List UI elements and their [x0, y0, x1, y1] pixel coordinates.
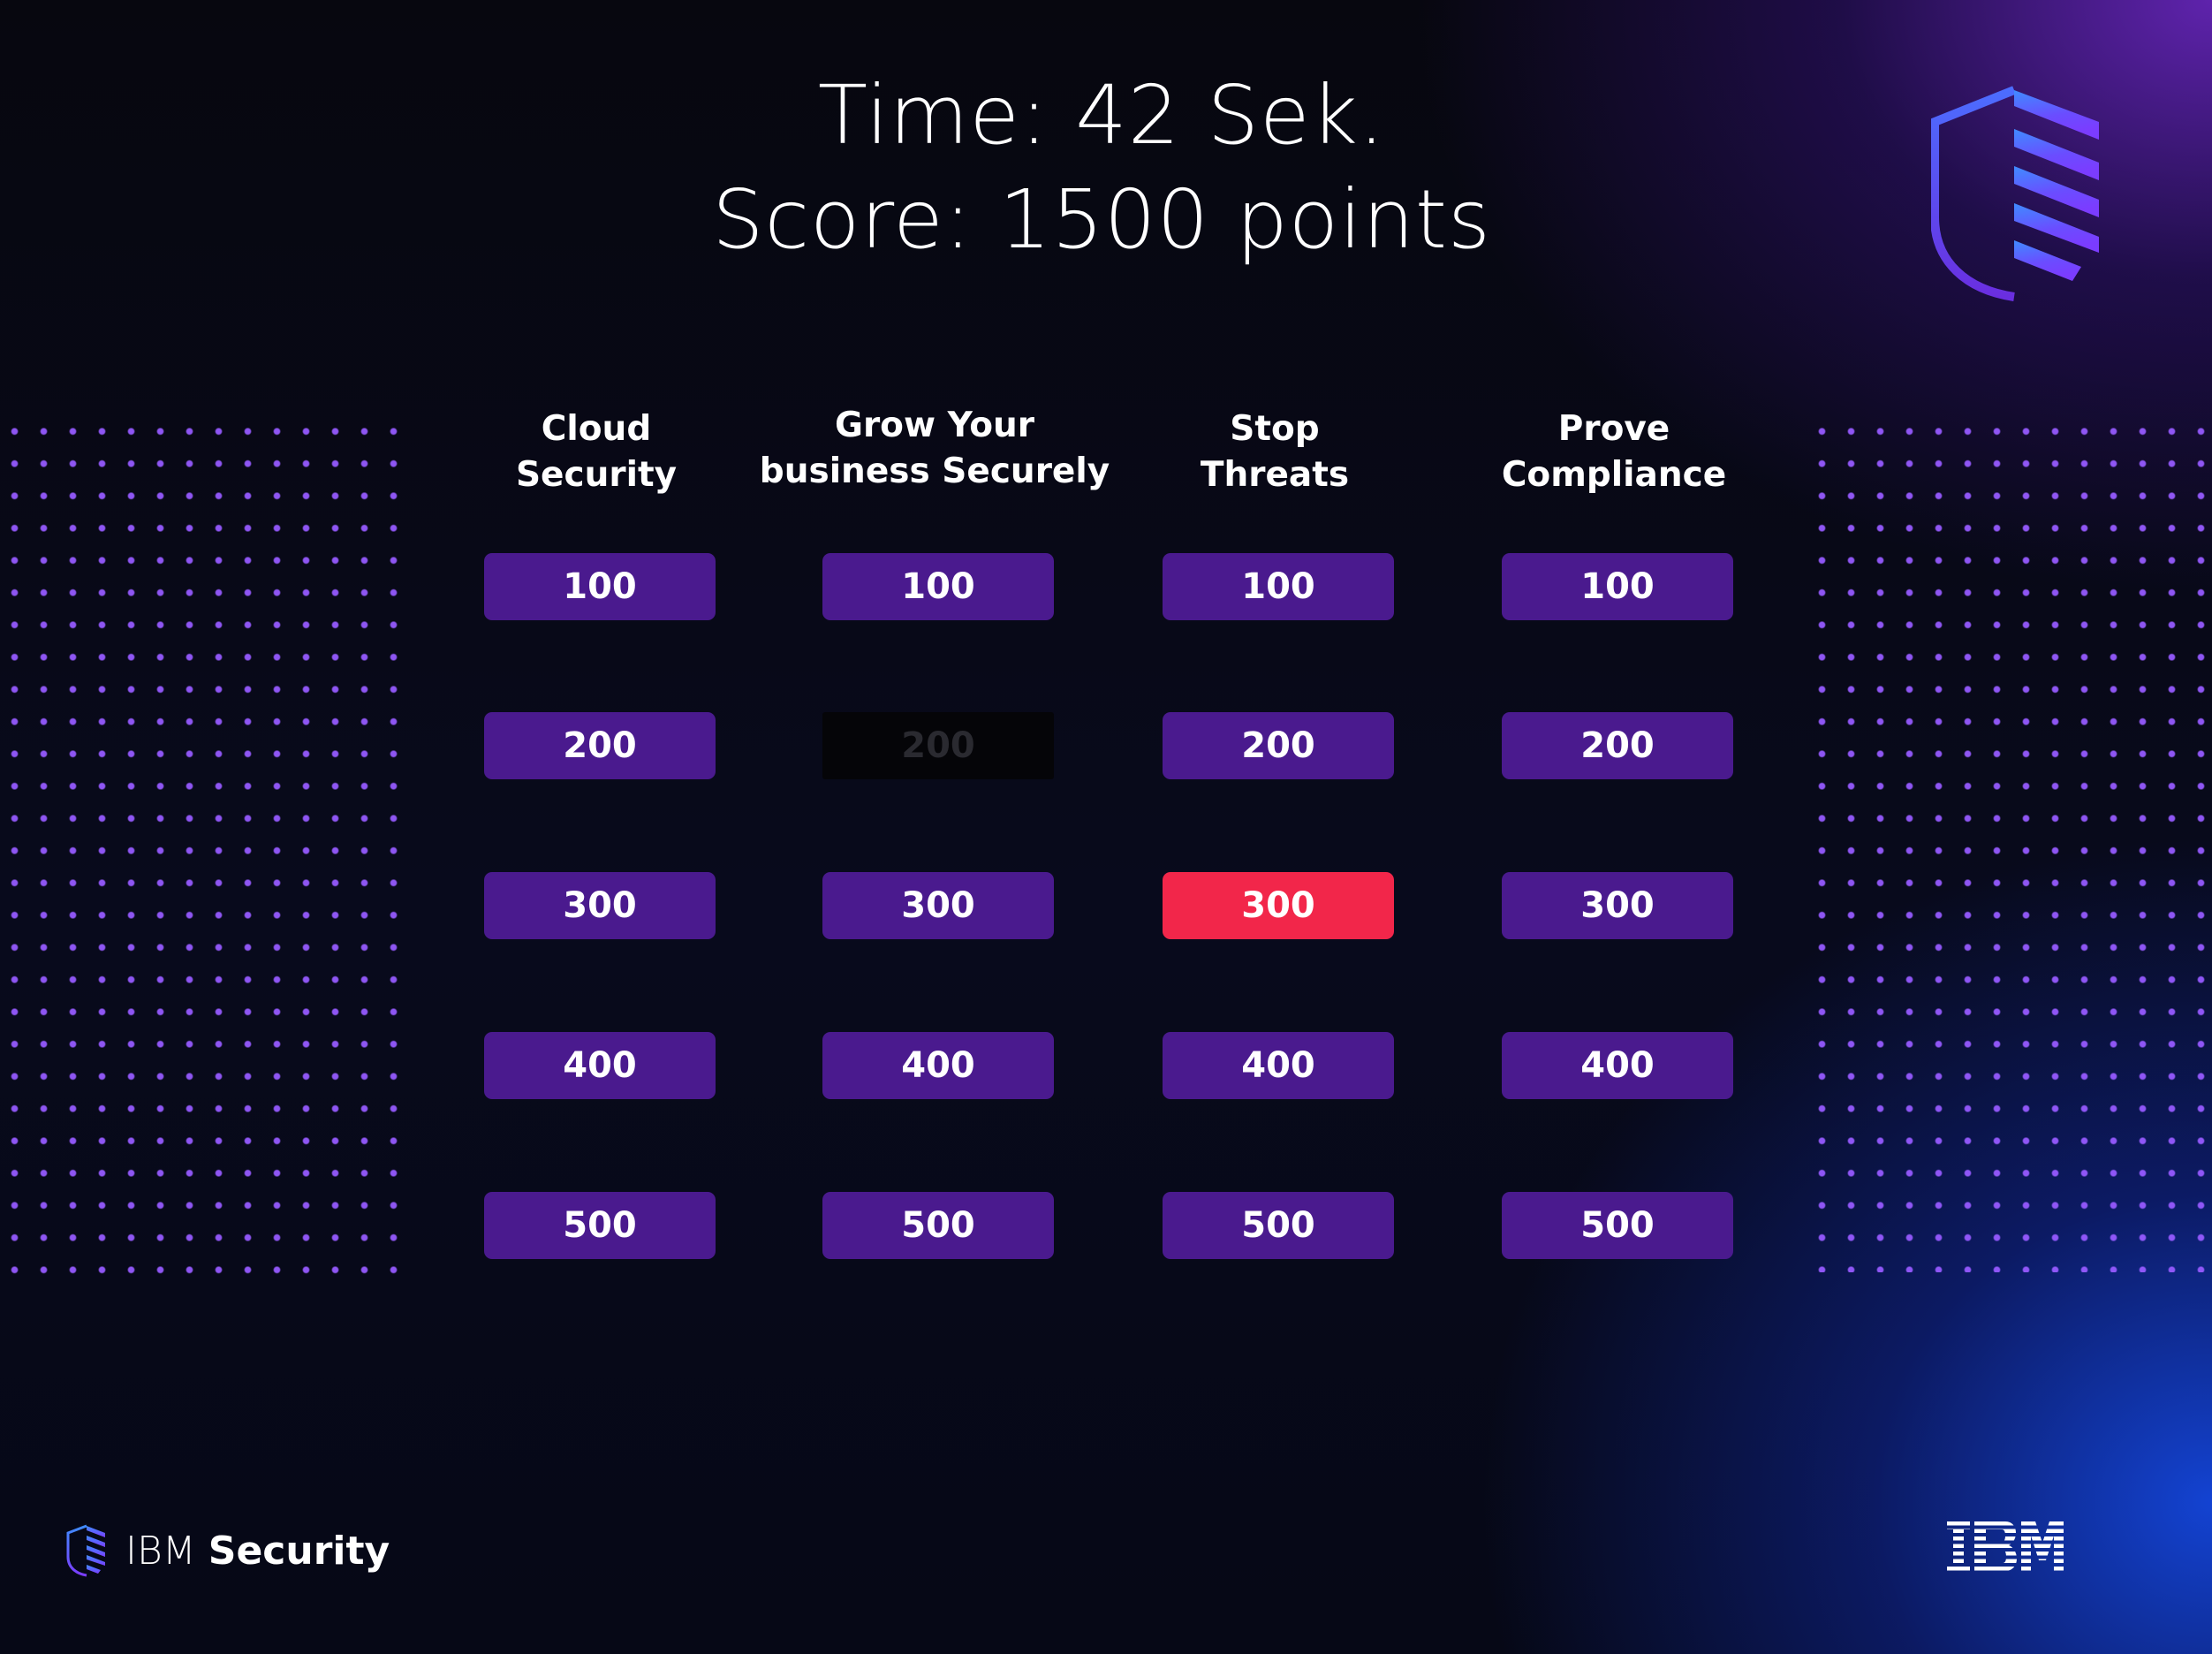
question-tile-stop-threats-400[interactable]: 400	[1163, 1032, 1394, 1099]
question-tile-cloud-security-300[interactable]: 300	[484, 872, 716, 939]
shield-icon	[66, 1524, 105, 1577]
ibm-security-brand: IBM Security	[65, 1522, 390, 1579]
question-tile-grow-your-business-securely-100[interactable]: 100	[822, 553, 1054, 620]
question-tile-prove-compliance-300[interactable]: 300	[1502, 872, 1733, 939]
question-tile-cloud-security-100[interactable]: 100	[484, 553, 716, 620]
score-text: Score: 1500 points	[712, 172, 1491, 267]
dot-pattern-left	[0, 415, 406, 1290]
category-header-cloud-security: Cloud Security	[515, 409, 678, 495]
question-tile-grow-your-business-securely-500[interactable]: 500	[822, 1192, 1054, 1259]
question-tile-stop-threats-100[interactable]: 100	[1163, 553, 1394, 620]
question-tile-stop-threats-200[interactable]: 200	[1163, 712, 1394, 779]
brand-name: IBM Security	[125, 1529, 390, 1574]
question-tile-prove-compliance-100[interactable]: 100	[1502, 553, 1733, 620]
game-status-header: Time: 42 Sek. Score: 1500 points	[0, 64, 2203, 272]
shield-icon	[1931, 86, 2099, 301]
category-header-stop-threats: Stop Threats	[1200, 409, 1350, 495]
question-tile-prove-compliance-400[interactable]: 400	[1502, 1032, 1733, 1099]
question-tile-stop-threats-500[interactable]: 500	[1163, 1192, 1394, 1259]
category-header-grow-your-business-securely: Grow Your business Securely	[759, 406, 1110, 491]
question-tile-stop-threats-300[interactable]: 300	[1163, 872, 1394, 939]
question-tile-grow-your-business-securely-200: 200	[822, 712, 1054, 779]
question-tile-grow-your-business-securely-400[interactable]: 400	[822, 1032, 1054, 1099]
question-tile-cloud-security-500[interactable]: 500	[484, 1192, 716, 1259]
ibm-logo	[1947, 1521, 2064, 1571]
question-tile-prove-compliance-200[interactable]: 200	[1502, 712, 1733, 779]
category-header-prove-compliance: Prove Compliance	[1501, 409, 1727, 495]
timer-text: Time: 42 Sek.	[817, 68, 1386, 163]
brand-ibm-text: IBM	[125, 1528, 196, 1574]
question-tile-prove-compliance-500[interactable]: 500	[1502, 1192, 1733, 1259]
brand-security-text: Security	[208, 1528, 390, 1574]
question-tile-cloud-security-200[interactable]: 200	[484, 712, 716, 779]
question-tile-cloud-security-400[interactable]: 400	[484, 1032, 716, 1099]
question-tile-grow-your-business-securely-300[interactable]: 300	[822, 872, 1054, 939]
dot-pattern-right	[1807, 415, 2212, 1272]
